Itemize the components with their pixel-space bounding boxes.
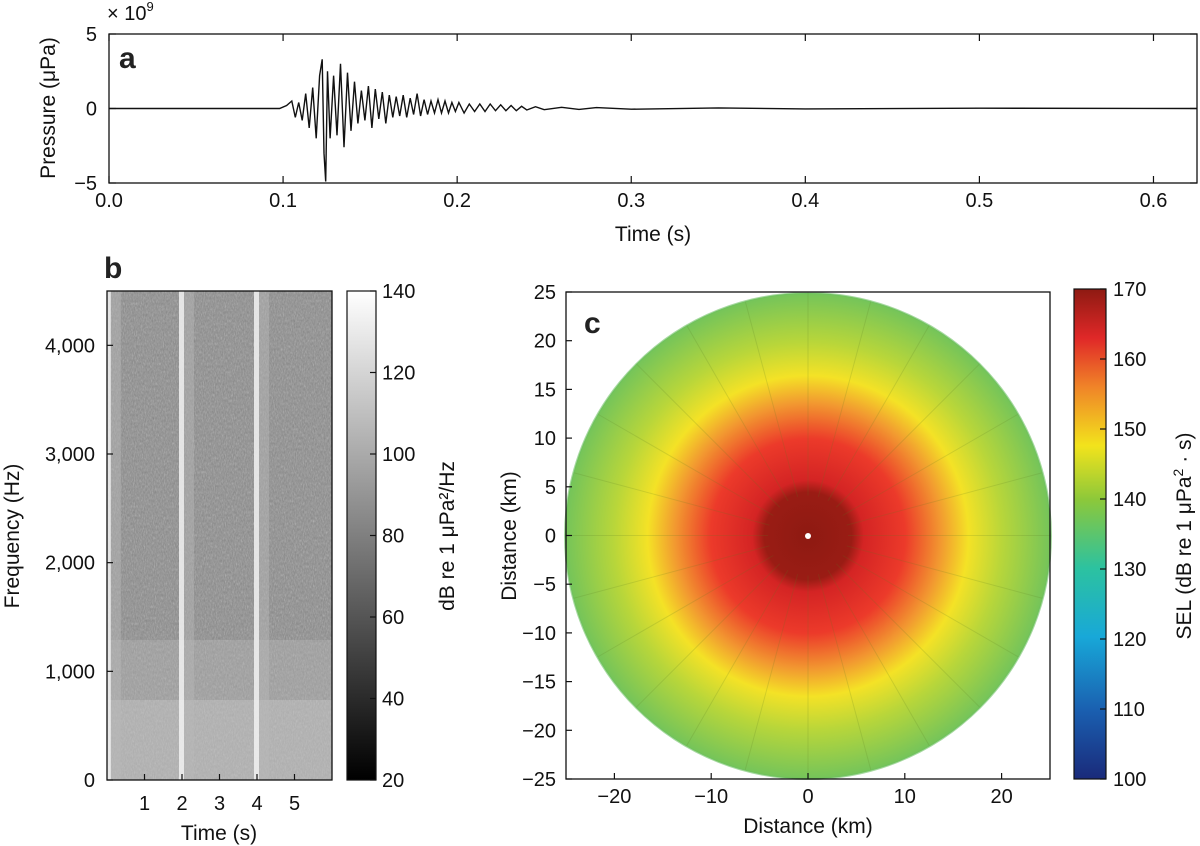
panel-c-colorbar-tick-label: 110	[1113, 699, 1145, 721]
sel-sector-edge	[817, 574, 872, 771]
panel-a-label: a	[119, 42, 136, 75]
spectrogram-pulse-tail	[184, 291, 194, 780]
panel-a-y-axis-label: Pressure (μPa)	[37, 37, 60, 179]
sel-sector-edge	[827, 569, 930, 747]
panel-c-label: c	[584, 307, 601, 340]
panel-c-colorbar-tick-label: 140	[1113, 489, 1146, 511]
spectrogram-image	[107, 291, 332, 780]
panel-a-x-tick-label: 0.4	[791, 190, 819, 212]
panel-c-colorbar-label: SEL (dB re 1 μPa2 · s)	[1170, 432, 1196, 639]
panel-c-y-tick-label: 15	[534, 379, 556, 401]
panel-c-y-tick-label: 5	[545, 477, 556, 499]
panel-c-x-tick-label: −20	[597, 786, 631, 808]
spectrogram-pulse-tail	[110, 291, 121, 780]
panel-a-y-tick-label: 5	[86, 24, 97, 46]
panel-b-x-tick-label: 4	[251, 793, 262, 815]
panel-c-x-tick-label: 10	[894, 786, 916, 808]
spectrogram-pulse	[107, 291, 111, 780]
panel-b-x-tick-label: 2	[176, 793, 187, 815]
sel-sector-edge	[635, 363, 781, 508]
sel-sector-edge	[817, 300, 872, 497]
panel-b-y-tick-label: 0	[84, 770, 95, 792]
panel-c-colorbar-tick-label: 130	[1113, 559, 1146, 581]
sel-sector-edge	[835, 563, 981, 708]
panel-c-y-tick-label: 25	[534, 282, 556, 304]
sel-sector-edge	[835, 363, 981, 508]
panel-b-colorbar-tick-label: 100	[382, 444, 415, 466]
spectrogram-pulse	[254, 291, 259, 780]
panel-c-y-tick-label: −10	[522, 623, 556, 645]
sel-sector-edge	[744, 574, 799, 771]
panel-c-y-tick-label: −20	[522, 720, 556, 742]
panel-b-y-tick-label: 1,000	[45, 661, 95, 683]
sel-sector-edge	[846, 472, 1043, 526]
panel-b-colorbar-tick-label: 40	[382, 689, 404, 711]
panel-b-x-tick-label: 5	[289, 793, 300, 815]
sel-sector-edge	[597, 555, 774, 658]
sel-sector-edge	[686, 569, 789, 747]
panel-a-x-tick-label: 0.2	[443, 190, 471, 212]
panel-b-colorbar-tick-label: 140	[382, 281, 415, 303]
panel-c-colorbar-tick-label: 100	[1113, 769, 1146, 791]
panel-b-y-tick-label: 2,000	[45, 553, 95, 575]
panel-b-colorbar-tick-label: 120	[382, 363, 415, 385]
panel-c-x-axis-label: Distance (km)	[743, 815, 873, 838]
panel-a-x-tick-label: 0.1	[269, 190, 297, 212]
panel-b-label: b	[104, 252, 122, 285]
panel-b-x-tick-label: 3	[214, 793, 225, 815]
panel-c-colorbar	[1073, 288, 1107, 780]
panel-c-y-tick-label: −25	[522, 769, 556, 791]
panel-a-y-tick-label: 0	[86, 99, 97, 121]
panel-a-waveform: a × 109 0.0 0.1 0.2 0.3 0.4 0.5 0.6 5 0 −5 Pressu…	[37, 0, 1198, 246]
panel-b-x-axis-label: Time (s)	[181, 822, 257, 845]
panel-c-sel-map: c −20 −10 0 10 20 25 20 15 10 5 0 −5 −10 −15 −20 −25 Di…	[498, 279, 1196, 838]
panel-c-colorbar-tick-label: 170	[1113, 279, 1146, 301]
sel-sector-edge	[827, 324, 930, 502]
panel-a-x-axis-label: Time (s)	[615, 223, 691, 246]
sel-sector-edge	[846, 545, 1043, 599]
panel-b-colorbar-tick-label: 20	[382, 770, 404, 792]
panel-b-x-tick-label: 1	[139, 793, 150, 815]
panel-c-y-axis-label: Distance (km)	[498, 471, 521, 601]
panel-c-y-tick-label: 20	[534, 331, 556, 353]
panel-b-colorbar-tick-label: 60	[382, 607, 404, 629]
panel-a-x-tick-label: 0.3	[617, 190, 645, 212]
sel-sector-edge	[597, 413, 774, 516]
panel-c-y-tick-label: −5	[533, 574, 556, 596]
panel-b-y-tick-label: 3,000	[45, 444, 95, 466]
sel-sector-edge	[573, 545, 770, 599]
source-marker	[805, 533, 811, 539]
sel-sector-edge	[686, 324, 789, 502]
panel-b-spectrogram: b 1 2 3 4 5 0 1,000 2,000 3,000 4,000 Frequency (…	[1, 252, 459, 845]
panel-b-y-axis-label: Frequency (Hz)	[1, 464, 24, 609]
sel-sector-edge	[573, 472, 770, 526]
panel-c-colorbar-tick-label: 160	[1113, 349, 1146, 371]
panel-c-y-tick-label: 0	[545, 526, 556, 548]
panel-b-y-tick-label: 4,000	[45, 335, 95, 357]
panel-a-pressure-line	[109, 59, 1198, 182]
spectrogram-pulse-tail	[259, 291, 269, 780]
sel-sector-edge	[842, 555, 1019, 658]
sel-sector-edge	[744, 300, 799, 497]
panel-a-y-multiplier: × 109	[107, 0, 154, 25]
panel-c-colorbar-tick-label: 150	[1113, 419, 1146, 441]
panel-c-x-tick-label: −10	[694, 786, 728, 808]
panel-a-x-tick-label: 0.0	[95, 190, 123, 212]
sel-sector-edge	[635, 563, 781, 708]
panel-b-colorbar-label: dB re 1 μPa²/Hz	[436, 461, 459, 611]
panel-c-x-tick-label: 0	[802, 786, 813, 808]
panel-c-colorbar-tick-label: 120	[1113, 629, 1146, 651]
panel-c-x-tick-label: 20	[990, 786, 1012, 808]
sel-sector-edge	[842, 413, 1019, 516]
spectrogram-pulse	[179, 291, 184, 780]
panel-c-y-tick-label: 10	[534, 428, 556, 450]
panel-a-y-tick-label: −5	[74, 173, 97, 195]
panel-b-colorbar-tick-label: 80	[382, 526, 404, 548]
panel-c-y-tick-label: −15	[522, 672, 556, 694]
panel-a-x-tick-label: 0.6	[1140, 190, 1168, 212]
panel-a-x-tick-label: 0.5	[965, 190, 993, 212]
